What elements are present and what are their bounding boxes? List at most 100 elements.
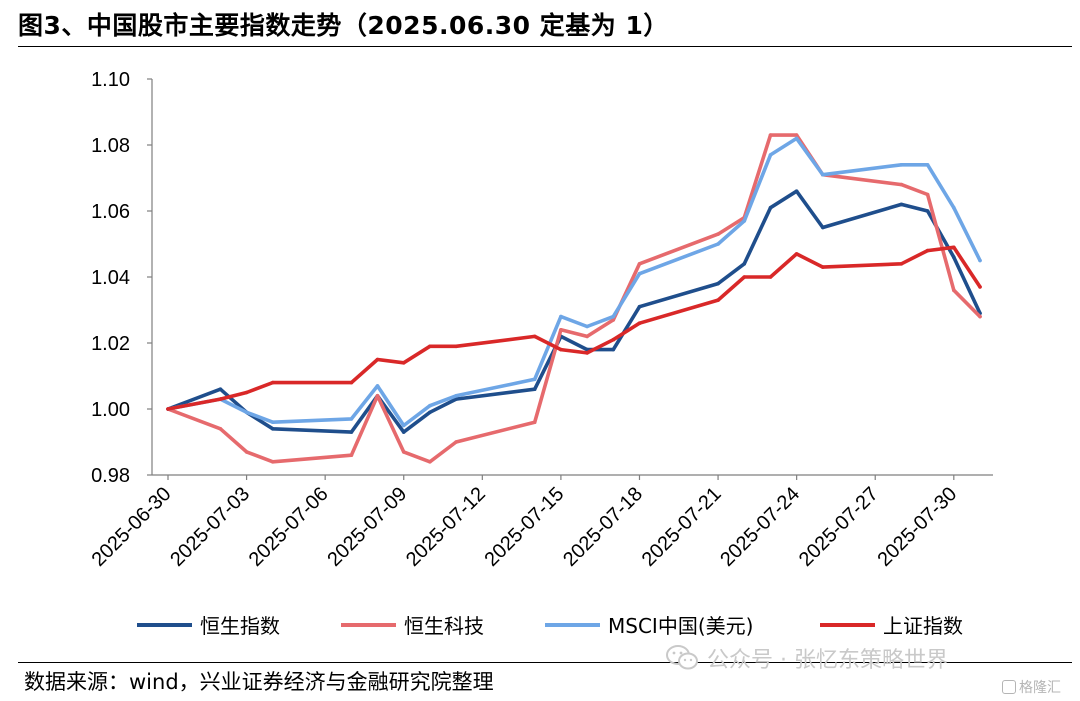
series-3-point: [271, 420, 275, 425]
series-line-2: [166, 133, 982, 464]
x-tick-label: 2025-07-06: [245, 483, 333, 571]
corner-logo: 格隆汇: [1002, 677, 1061, 697]
x-tick-label: 2025-07-18: [559, 483, 647, 571]
series-3-point: [454, 394, 458, 398]
chart-title: 图3、中国股市主要指数走势（2025.06.30 定基为 1）: [18, 11, 669, 40]
series-2-point: [532, 420, 537, 425]
x-tick-label: 2025-07-09: [323, 483, 411, 571]
series-1-point: [401, 430, 406, 434]
series-3-point: [401, 423, 406, 428]
series-2-point: [899, 182, 904, 187]
series-1-point: [428, 410, 432, 415]
chart-legend: 恒生指数 恒生科技 MSCI中国(美元) 上证指数: [137, 614, 963, 638]
corner-logo-text: 格隆汇: [1019, 680, 1061, 696]
y-tick-label: 1.06: [91, 201, 130, 223]
series-line-4: [166, 245, 982, 411]
series-2-point: [375, 394, 380, 398]
series-4-point: [166, 407, 170, 411]
series-3-point: [978, 258, 982, 263]
footer-divider: [18, 662, 1072, 663]
series-1-point: [349, 430, 354, 434]
series-2-point: [244, 450, 249, 454]
x-tick-label: 2025-07-30: [873, 483, 961, 571]
y-tick-label: 1.00: [91, 399, 130, 421]
series-2-point: [454, 440, 458, 444]
y-tick-label: 1.02: [91, 333, 130, 355]
series-3-point: [925, 163, 930, 167]
series-4-point: [768, 275, 773, 279]
series-4-point: [401, 361, 406, 365]
series-1-point: [768, 205, 773, 210]
watermark: 公众号 · 张忆东策略世界: [665, 642, 948, 674]
series-4-point: [899, 262, 904, 266]
series-4-point: [428, 344, 432, 349]
wechat-icon: [666, 645, 698, 670]
series-3-point: [428, 403, 432, 408]
series-3-point: [244, 410, 249, 415]
series-3-point: [794, 136, 799, 141]
series-1-point: [821, 225, 825, 230]
series-1-point: [637, 304, 642, 309]
source-note: 数据来源：wind，兴业证券经济与金融研究院整理: [24, 670, 494, 694]
series-2-point: [978, 314, 982, 319]
legend-label-4: 上证指数: [883, 614, 963, 638]
series-1-point: [952, 255, 956, 259]
x-tick-label: 2025-07-21: [638, 483, 726, 571]
series-2-point: [401, 450, 406, 454]
series-3-point: [742, 219, 747, 223]
chart-series: [166, 133, 982, 464]
series-1-point: [794, 189, 799, 193]
series-4-point: [978, 285, 982, 289]
series-4-point: [716, 298, 720, 302]
legend-label-1: 恒生指数: [200, 614, 280, 638]
series-2-point: [271, 460, 275, 464]
series-3-point: [637, 271, 642, 276]
series-4-point: [559, 347, 563, 352]
series-2-point: [559, 328, 563, 332]
series-2-point: [768, 133, 773, 137]
series-3-point: [532, 377, 537, 382]
series-4-point: [925, 248, 930, 253]
y-tick-label: 1.10: [91, 69, 130, 91]
series-4-point: [218, 397, 223, 401]
series-2-point: [611, 318, 616, 322]
series-3-point: [375, 384, 380, 388]
chart-axes: 1.101.081.061.041.021.000.982025-06-3020…: [88, 69, 993, 571]
series-2-point: [952, 288, 956, 293]
legend-label-2: 恒生科技: [404, 614, 484, 638]
series-4-point: [349, 380, 354, 385]
series-1-point: [742, 262, 747, 266]
series-4-point: [742, 275, 747, 279]
series-4-point: [952, 245, 956, 250]
legend-label-3: MSCI中国(美元): [608, 614, 753, 638]
series-4-point: [611, 337, 616, 342]
series-2-point: [794, 133, 799, 137]
series-3-point: [821, 172, 825, 177]
y-tick-label: 1.08: [91, 135, 130, 157]
series-1-point: [454, 397, 458, 401]
y-tick-label: 0.98: [91, 465, 130, 487]
x-tick-label: 2025-07-03: [166, 483, 254, 571]
series-4-point: [821, 265, 825, 269]
series-3-point: [768, 153, 773, 157]
series-3-point: [585, 324, 589, 329]
series-1-point: [925, 209, 930, 213]
series-3-point: [899, 163, 904, 167]
watermark-text: 公众号 · 张忆东策略世界: [707, 648, 948, 673]
series-2-point: [218, 427, 223, 431]
x-tick-label: 2025-06-30: [88, 483, 176, 571]
series-1-point: [532, 387, 537, 392]
corner-logo-icon: [1002, 680, 1016, 694]
series-4-point: [454, 344, 458, 349]
x-tick-label: 2025-07-24: [716, 483, 804, 571]
x-tick-label: 2025-07-15: [481, 483, 569, 571]
series-2-point: [585, 334, 589, 339]
series-4-point: [637, 321, 642, 326]
x-tick-label: 2025-07-27: [795, 483, 883, 571]
series-2-point: [349, 453, 354, 458]
series-1-point: [899, 202, 904, 207]
series-1-point: [218, 387, 223, 392]
series-2-point: [716, 232, 720, 236]
series-4-point: [375, 357, 380, 362]
